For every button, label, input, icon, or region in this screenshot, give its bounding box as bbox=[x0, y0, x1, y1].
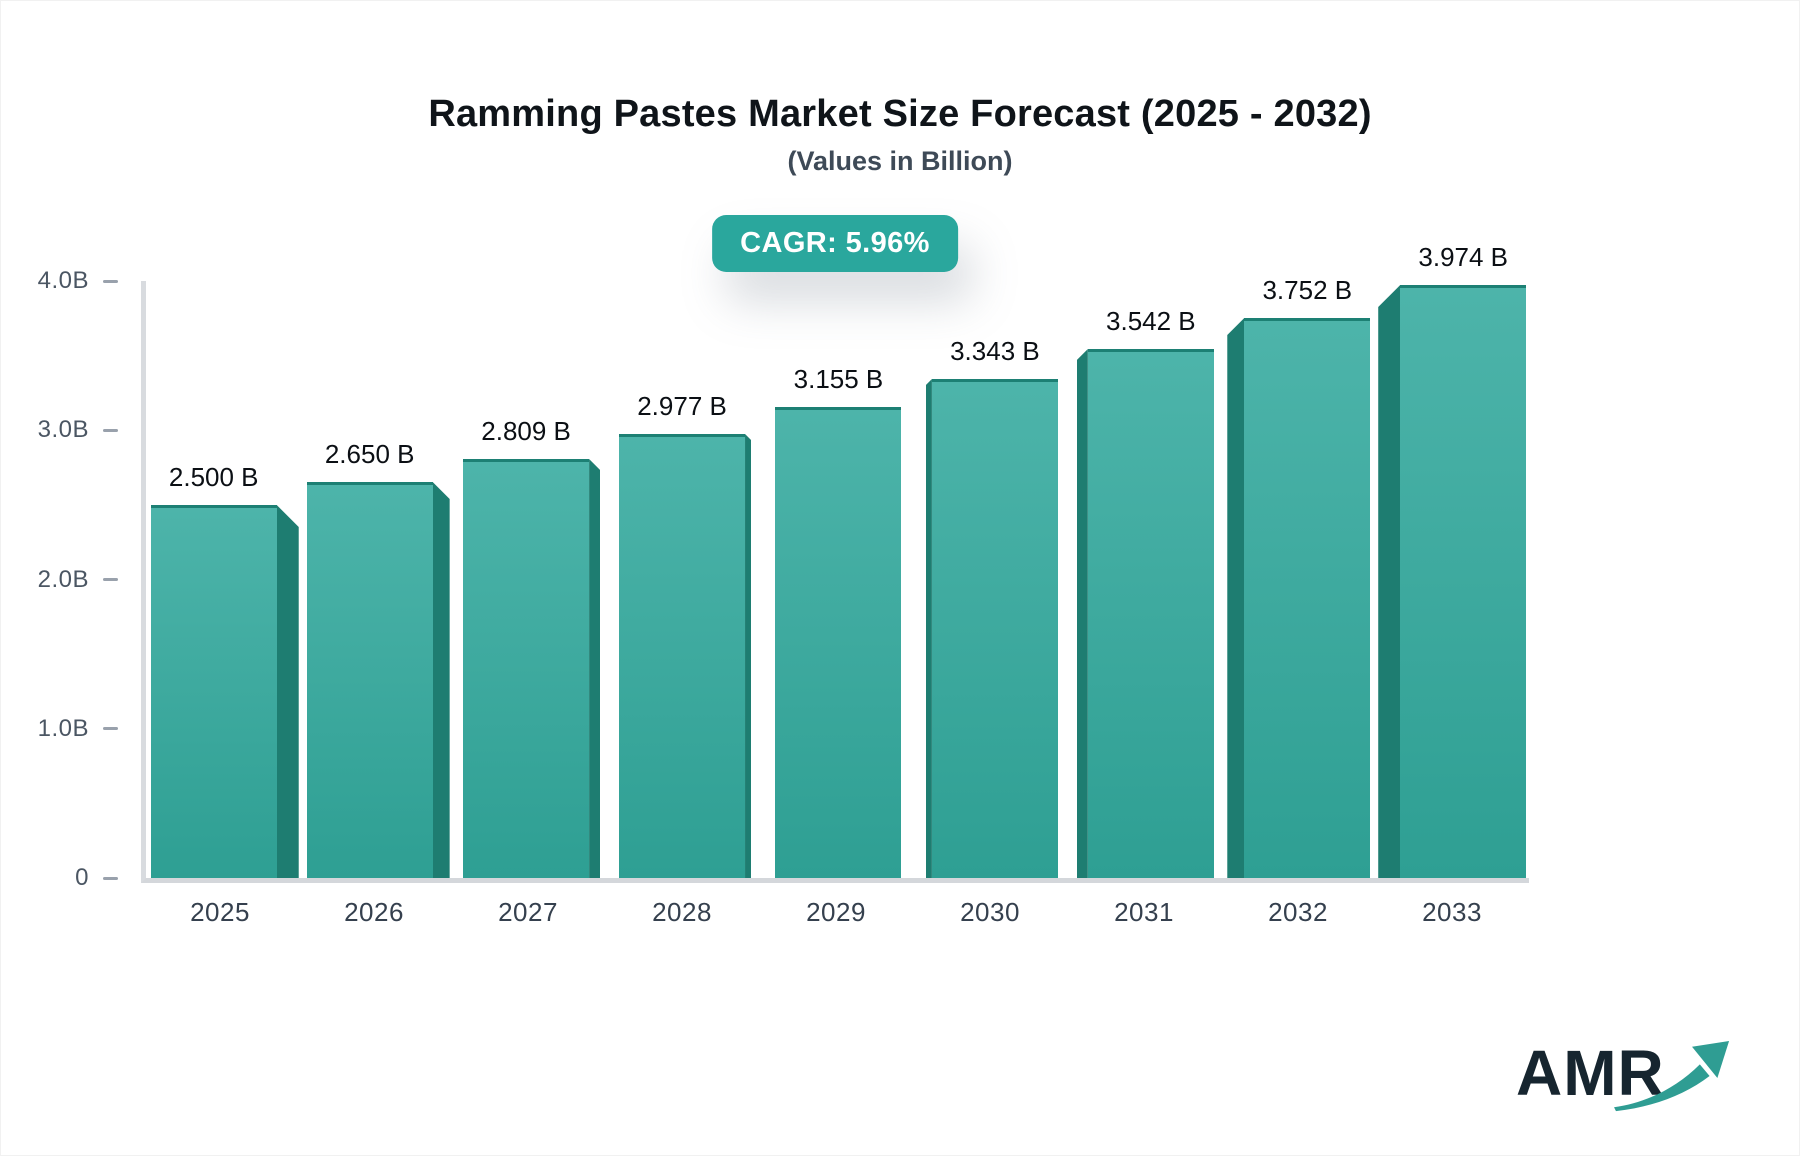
bar-slot: 3.542 B bbox=[1069, 281, 1222, 878]
bar-2025[interactable]: 2.500 B bbox=[150, 462, 299, 878]
bar-value-label: 3.974 B bbox=[1418, 242, 1509, 272]
bar-face bbox=[150, 505, 277, 878]
bar-side-face bbox=[1378, 285, 1401, 878]
bar-value-label: 2.650 B bbox=[324, 439, 415, 469]
bar-face bbox=[775, 407, 902, 878]
x-axis-label-2031: 2031 bbox=[1114, 897, 1174, 927]
bar-value-label: 3.542 B bbox=[1106, 306, 1196, 336]
bar-slot: 3.752 B bbox=[1222, 275, 1375, 878]
chart-area: CAGR: 5.96% 4.0B 3.0B 2.0B 1.0B 0 2.500 B 2.6… bbox=[38, 215, 1529, 891]
x-axis-labels: 2025 2026 2027 2028 2029 2030 2031 2032 2033 bbox=[141, 897, 1529, 928]
y-tick: 3.0B bbox=[38, 416, 118, 444]
x-axis-label-2033: 2033 bbox=[1422, 897, 1482, 927]
y-tick-label: 0 bbox=[75, 864, 89, 891]
bar-value-label: 2.977 B bbox=[637, 391, 727, 421]
bar-slot: 2.977 B bbox=[608, 281, 761, 878]
y-tick-label: 1.0B bbox=[37, 714, 89, 742]
bar-face bbox=[1400, 285, 1527, 878]
y-tick: 2.0B bbox=[38, 566, 118, 594]
bar-face bbox=[1087, 349, 1214, 878]
bar-side-face bbox=[1227, 318, 1245, 878]
bar-2030[interactable]: 3.343 B bbox=[925, 336, 1058, 878]
bar-slot: 2.809 B bbox=[455, 281, 608, 878]
bar-slot: 3.974 B bbox=[1376, 242, 1529, 878]
bar-slot: 2.500 B bbox=[148, 281, 301, 878]
bar-slot: 2.650 B bbox=[301, 281, 454, 878]
y-tick-dash bbox=[103, 428, 118, 432]
bar-side-face bbox=[276, 505, 299, 878]
y-tick-dash bbox=[103, 727, 118, 731]
y-tick-dash bbox=[103, 876, 118, 880]
y-tick: 0 bbox=[75, 864, 118, 892]
bar-face bbox=[931, 379, 1058, 878]
x-axis-label-2026: 2026 bbox=[344, 897, 404, 927]
bar-side-face bbox=[1076, 349, 1088, 878]
bar-side-face bbox=[925, 379, 932, 878]
bar-2033[interactable]: 3.974 B bbox=[1378, 242, 1527, 878]
bar-2028[interactable]: 2.977 B bbox=[619, 391, 752, 878]
y-tick-label: 2.0B bbox=[37, 565, 89, 593]
bar-value-label: 3.752 B bbox=[1262, 275, 1353, 305]
cagr-badge: CAGR: 5.96% bbox=[712, 215, 958, 272]
bar-2029[interactable]: 3.155 B bbox=[775, 364, 902, 878]
bar-face bbox=[1244, 318, 1371, 878]
y-tick-dash bbox=[103, 279, 118, 283]
bar-face bbox=[306, 482, 433, 878]
bar-2027[interactable]: 2.809 B bbox=[463, 416, 601, 878]
bar-value-label: 3.155 B bbox=[793, 364, 884, 394]
bar-side-face bbox=[589, 459, 601, 878]
bar-face bbox=[619, 434, 746, 878]
chart-subtitle: (Values in Billion) bbox=[787, 146, 1013, 176]
bar-2026[interactable]: 2.650 B bbox=[306, 439, 450, 878]
bar-side-face bbox=[432, 482, 450, 878]
bar-value-label: 2.809 B bbox=[481, 416, 571, 446]
plot-area: 2.500 B 2.650 B 2.809 B 2.977 B 3.155 B 3.343… bbox=[141, 242, 1529, 883]
y-tick: 4.0B bbox=[38, 267, 118, 295]
x-axis-label-2029: 2029 bbox=[806, 897, 866, 927]
amr-logo-text: AMR bbox=[1516, 1037, 1665, 1109]
y-tick-label: 3.0B bbox=[37, 416, 89, 444]
chart-title: Ramming Pastes Market Size Forecast (202… bbox=[428, 93, 1372, 135]
x-axis-label-2030: 2030 bbox=[960, 897, 1020, 927]
bar-slot: 3.155 B bbox=[762, 281, 915, 878]
y-tick-dash bbox=[103, 578, 118, 581]
x-axis-label-2028: 2028 bbox=[652, 897, 712, 927]
x-axis-label-2032: 2032 bbox=[1268, 897, 1328, 927]
amr-logo: AMR bbox=[1516, 1029, 1741, 1112]
y-tick: 1.0B bbox=[38, 715, 118, 743]
x-axis-label-2027: 2027 bbox=[498, 897, 558, 927]
bar-face bbox=[463, 459, 590, 878]
y-tick-label: 4.0B bbox=[37, 267, 89, 294]
growth-arrow-icon bbox=[1614, 1040, 1730, 1112]
bar-2031[interactable]: 3.542 B bbox=[1076, 306, 1214, 878]
bar-value-label: 2.500 B bbox=[168, 462, 259, 492]
bar-side-face bbox=[745, 434, 752, 878]
y-axis: 4.0B 3.0B 2.0B 1.0B 0 bbox=[1, 267, 141, 891]
bar-2032[interactable]: 3.752 B bbox=[1227, 275, 1371, 878]
bar-slot: 3.343 B bbox=[915, 281, 1068, 878]
x-axis-label-2025: 2025 bbox=[190, 897, 250, 927]
bar-value-label: 3.343 B bbox=[950, 336, 1040, 366]
